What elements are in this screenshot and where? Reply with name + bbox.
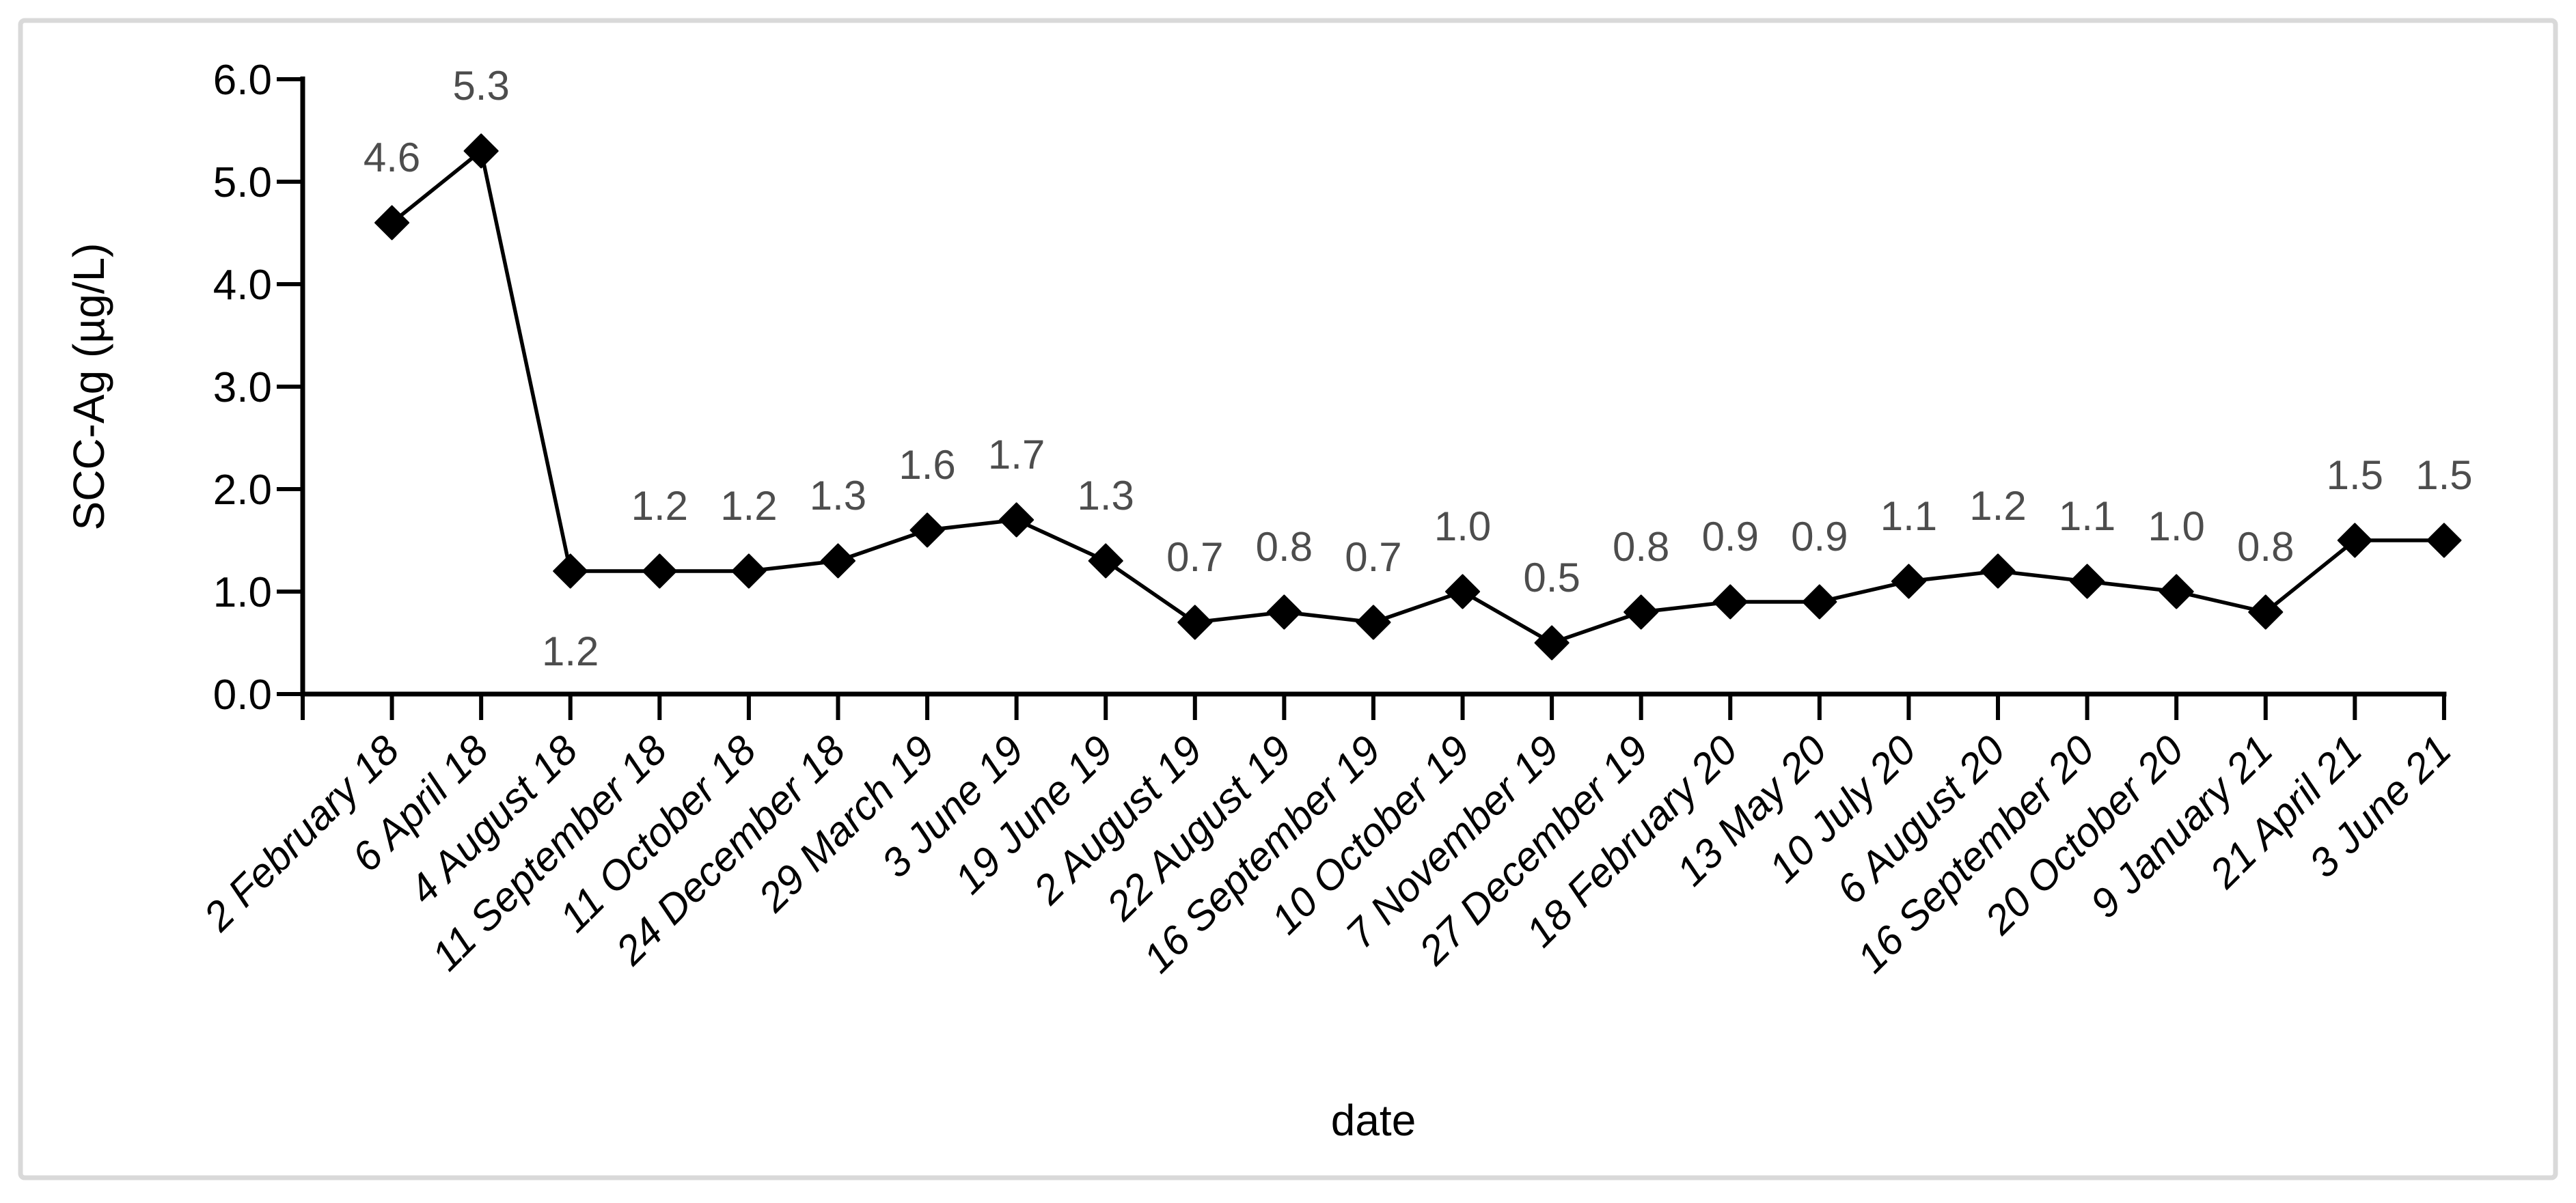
data-label: 5.3 [452, 63, 509, 109]
y-axis-tick-label: 2.0 [213, 467, 272, 514]
data-label: 1.2 [542, 628, 599, 674]
data-point-marker [2337, 523, 2372, 558]
data-label: 0.8 [1613, 524, 1669, 570]
data-label: 0.7 [1166, 534, 1223, 580]
data-label: 1.7 [988, 432, 1045, 478]
y-axis-tick-label: 1.0 [213, 569, 272, 616]
data-label: 0.8 [1256, 524, 1313, 570]
data-label: 1.5 [2415, 452, 2472, 498]
data-point-marker [2070, 564, 2105, 599]
data-label: 0.9 [1791, 514, 1848, 559]
data-point-marker [1177, 605, 1213, 640]
data-label: 0.5 [1523, 555, 1580, 600]
data-label: 1.2 [631, 483, 688, 529]
x-axis-title: date [1331, 1096, 1416, 1145]
data-label: 1.3 [810, 473, 866, 518]
data-label: 1.5 [2327, 452, 2383, 498]
data-point-marker [642, 553, 677, 589]
data-point-marker [1623, 594, 1659, 630]
data-point-marker [2159, 574, 2194, 609]
data-label: 1.1 [2059, 493, 2115, 539]
y-axis-tick-label: 4.0 [213, 262, 272, 309]
data-label: 1.3 [1078, 473, 1134, 518]
data-point-marker [999, 502, 1034, 538]
data-point-marker [909, 512, 945, 548]
y-axis-tick-label: 6.0 [213, 57, 272, 104]
data-point-marker [731, 553, 767, 589]
y-axis-title: SCC-Ag (µg/L) [64, 243, 113, 531]
data-point-marker [1266, 594, 1302, 630]
data-label: 1.0 [2148, 503, 2204, 549]
data-point-marker [463, 133, 499, 169]
data-point-marker [2426, 523, 2462, 558]
y-axis-tick-label: 0.0 [213, 672, 272, 719]
data-point-marker [1891, 564, 1926, 599]
y-axis-tick-label: 3.0 [213, 364, 272, 411]
data-label: 0.7 [1345, 534, 1401, 580]
data-label: 1.2 [720, 483, 777, 529]
data-point-marker [820, 543, 855, 579]
data-label: 1.2 [1969, 483, 2026, 529]
data-point-marker [1356, 605, 1391, 640]
data-point-marker [1802, 584, 1837, 620]
data-point-marker [553, 553, 588, 589]
data-point-marker [374, 205, 410, 240]
data-label: 4.6 [364, 135, 420, 180]
data-label: 1.6 [899, 442, 955, 488]
data-label: 1.0 [1434, 503, 1491, 549]
data-label: 0.8 [2237, 524, 2294, 570]
data-point-marker [2248, 594, 2284, 630]
data-point-marker [1712, 584, 1748, 620]
data-point-marker [1445, 574, 1481, 609]
data-point-marker [1088, 543, 1123, 579]
data-point-marker [1980, 553, 2016, 589]
data-label: 1.1 [1880, 493, 1937, 539]
data-point-marker [1534, 625, 1570, 661]
data-label: 0.9 [1702, 514, 1759, 559]
y-axis-tick-label: 5.0 [213, 159, 272, 206]
